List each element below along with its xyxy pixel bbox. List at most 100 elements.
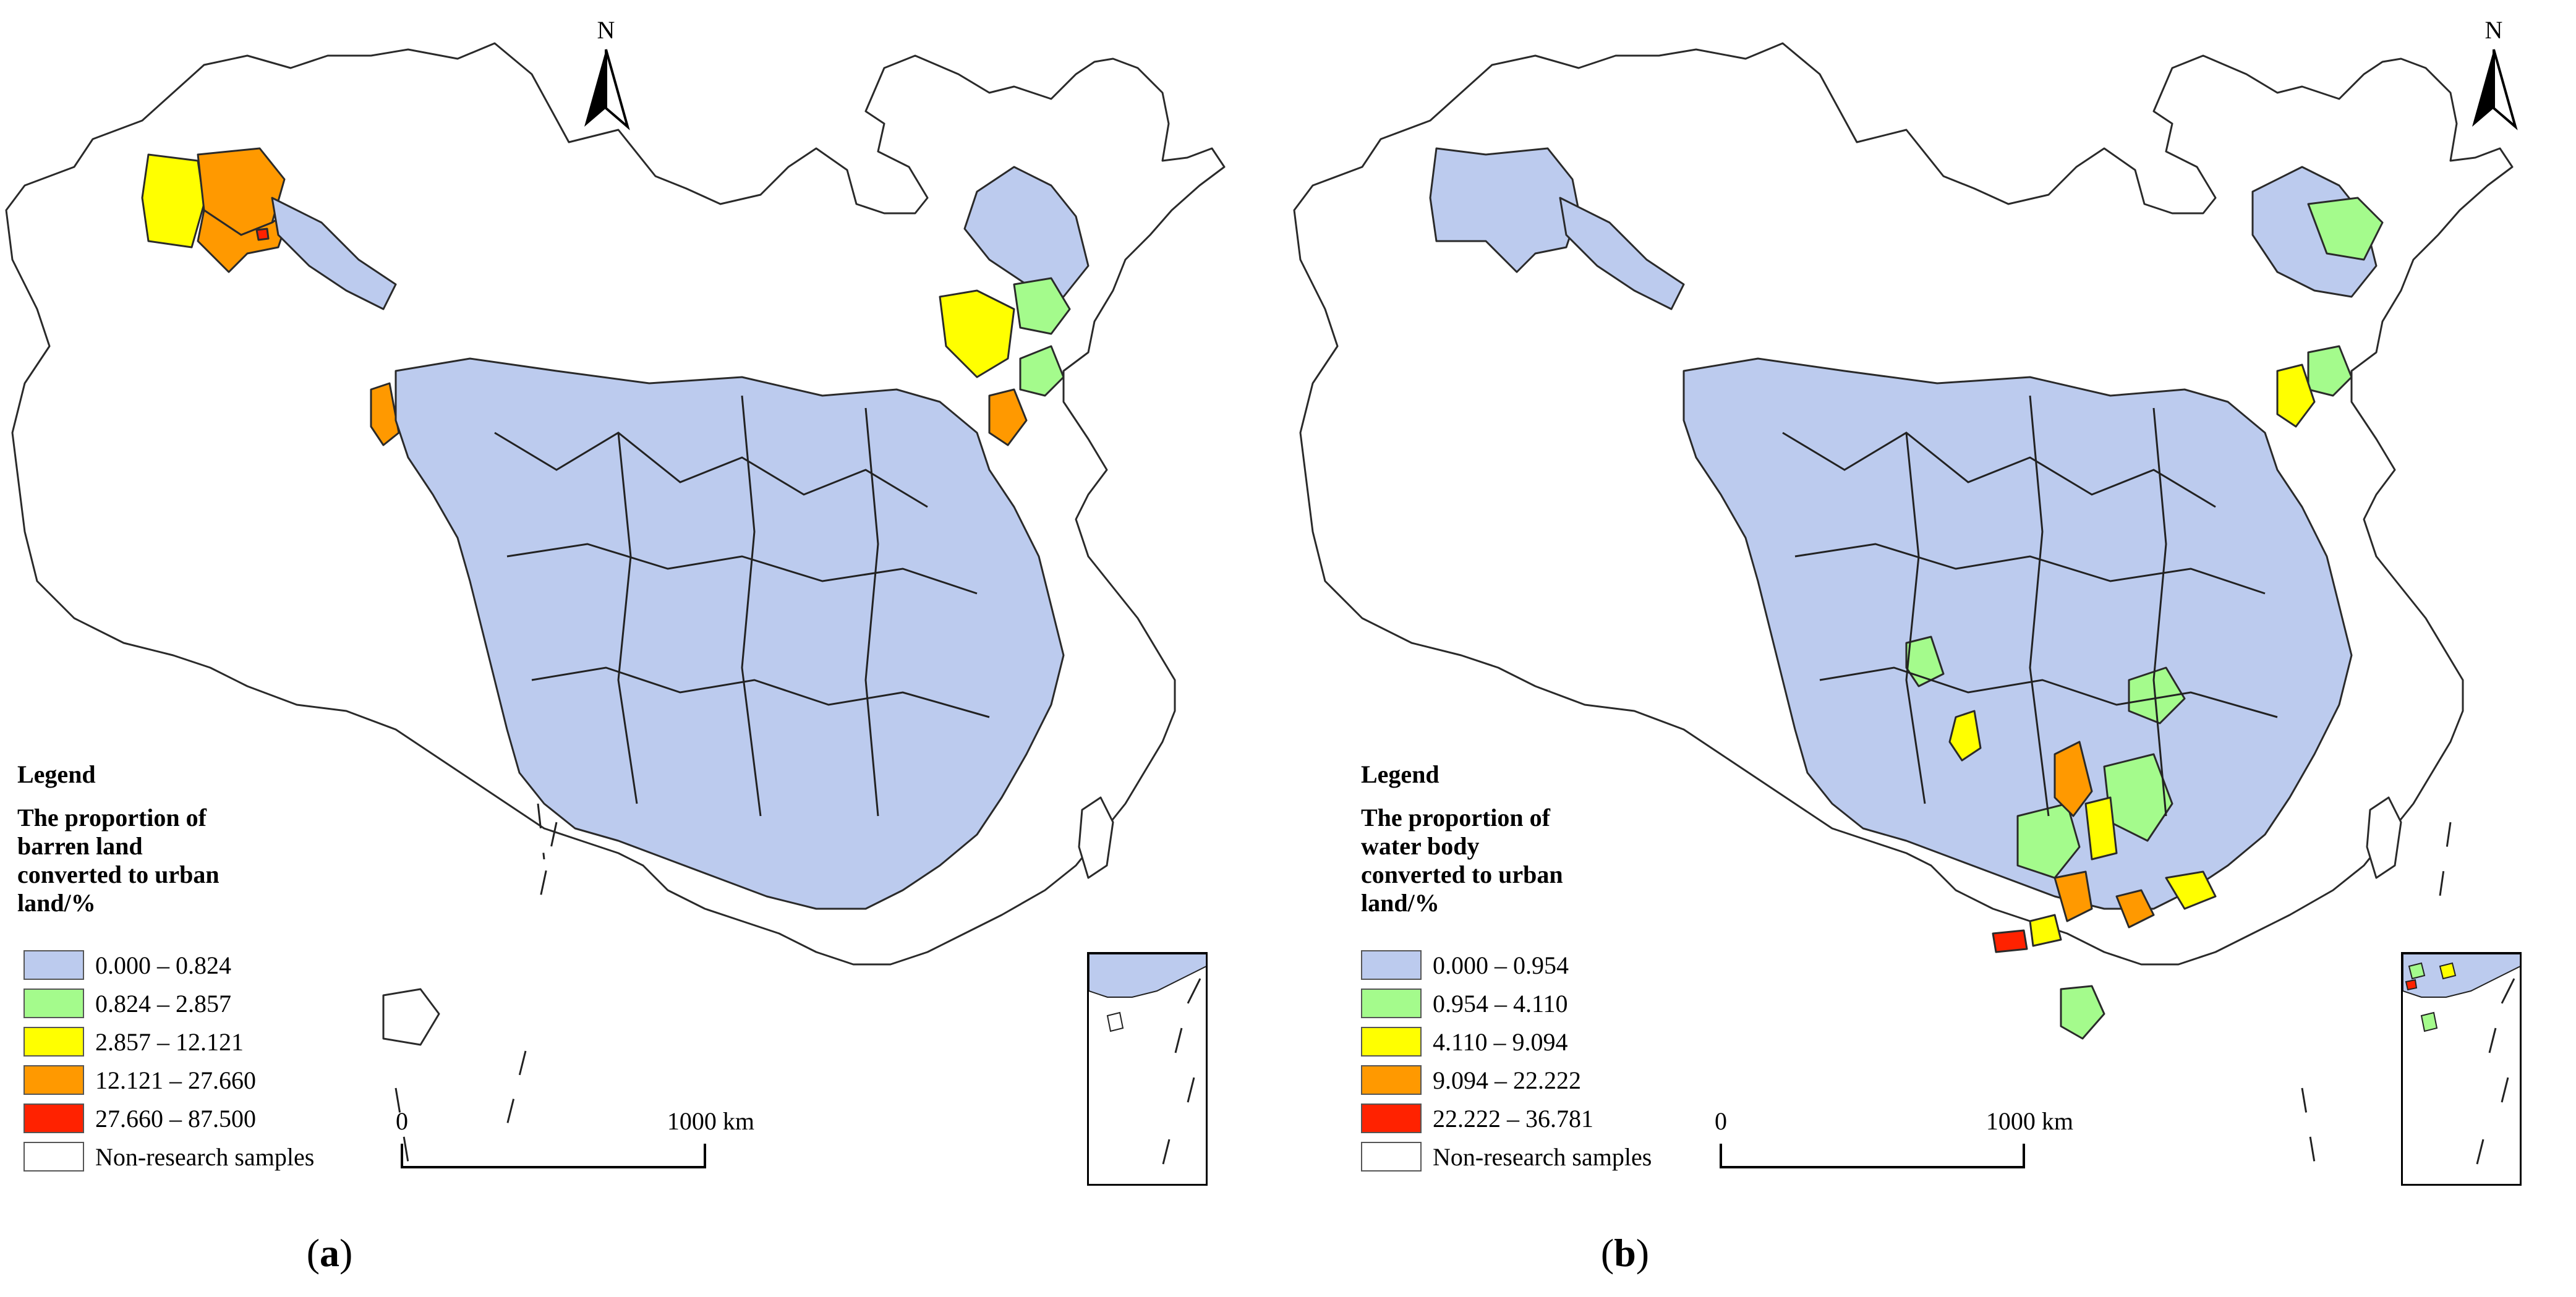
scale-zero: 0 — [1715, 1107, 1727, 1135]
legend-heading-line: land/% — [17, 889, 96, 917]
legend-item: 0.824 – 2.857 — [23, 984, 314, 1023]
region-yellow-ne — [939, 289, 1015, 378]
legend-label: Non-research samples — [1433, 1142, 1652, 1171]
legend-item: 22.222 – 36.781 — [1361, 1099, 1652, 1138]
legend-heading: The proportion of water body converted t… — [1361, 804, 1683, 917]
legend-label: 27.660 – 87.500 — [95, 1104, 256, 1133]
legend-label: Non-research samples — [95, 1142, 315, 1171]
region-blue-northeast — [963, 166, 1090, 298]
region-yellow-southwest — [1948, 710, 1982, 762]
region-yellow-coast — [2029, 914, 2062, 947]
caption-open-paren: ( — [1600, 1231, 1614, 1275]
region-red-guangxi-coast — [1992, 929, 2028, 953]
china-map-a — [5, 42, 1226, 1163]
legend-label: 0.000 – 0.824 — [95, 951, 231, 979]
legend-item: Non-research samples — [23, 1138, 314, 1176]
region-white-taiwan — [1078, 796, 1114, 879]
map-panel-a: N Legend The proportion of barren land c… — [5, 15, 1226, 1276]
caption-open-paren: ( — [306, 1231, 320, 1275]
caption-a: (a) — [268, 1230, 391, 1276]
legend-item: 4.110 – 9.094 — [1361, 1023, 1652, 1061]
legend-swatch — [1361, 989, 1422, 1018]
legend-swatch — [1361, 1104, 1422, 1133]
region-blue-main — [1683, 357, 2353, 910]
legend-heading-line: The proportion of — [1361, 804, 1550, 831]
internal-boundaries — [494, 395, 990, 817]
north-label: N — [597, 16, 615, 44]
region-orange-guangxi — [2054, 870, 2093, 922]
legend-heading-line: barren land — [17, 832, 143, 860]
region-orange-xinjiang-2 — [197, 209, 292, 273]
legend-swatch — [1361, 1065, 1422, 1095]
legend-title: Legend — [1361, 760, 1439, 788]
north-arrow-icon — [2472, 49, 2518, 130]
region-blue-xinjiang — [1429, 147, 1580, 273]
inset-map-svg — [1088, 953, 1207, 1165]
legend-item: 0.000 – 0.824 — [23, 946, 314, 984]
region-blue-west-corridor — [271, 197, 397, 310]
region-orange-guangdong — [2115, 889, 2155, 929]
legend-heading-line: water body — [1361, 832, 1480, 860]
legend-swatch — [23, 1104, 84, 1133]
caption-b: (b) — [1563, 1230, 1687, 1276]
legend-heading-line: land/% — [1361, 889, 1439, 917]
legend-item: 0.954 – 4.110 — [1361, 984, 1652, 1023]
region-blue-west-corridor — [1559, 197, 1685, 310]
region-green-ne-2 — [1019, 345, 1065, 397]
caption-letter: b — [1614, 1231, 1636, 1275]
region-yellow-liaoning — [2276, 364, 2316, 428]
caption-close-paren: ) — [339, 1231, 353, 1275]
region-green-ne-1 — [1013, 277, 1071, 335]
legend-heading: The proportion of barren land converted … — [17, 804, 339, 917]
legend-item: 0.000 – 0.954 — [1361, 946, 1652, 984]
legend-title: Legend — [17, 760, 96, 788]
scale-bar: 0 1000 km — [1715, 1107, 2073, 1181]
scale-bar-line — [1720, 1144, 2025, 1168]
region-green-central — [2128, 666, 2186, 725]
legend-item: 12.121 – 27.660 — [23, 1061, 314, 1099]
north-arrow-icon — [584, 49, 630, 130]
legend-item: 9.094 – 22.222 — [1361, 1061, 1652, 1099]
north-arrow: N — [2466, 15, 2522, 133]
scale-bar: 0 1000 km — [396, 1107, 754, 1181]
scale-zero: 0 — [396, 1107, 408, 1135]
region-blue-hainan — [382, 988, 440, 1046]
region-white-taiwan — [2366, 796, 2402, 879]
caption-close-paren: ) — [1636, 1231, 1650, 1275]
north-label: N — [2484, 16, 2503, 44]
region-orange-innermongolia — [370, 382, 400, 446]
internal-boundaries — [1782, 395, 2278, 817]
legend-label: 4.110 – 9.094 — [1433, 1027, 1568, 1056]
legend-item: 2.857 – 12.121 — [23, 1023, 314, 1061]
north-arrow: N — [578, 15, 634, 133]
china-map-b — [1293, 42, 2514, 1163]
legend-swatch — [23, 950, 84, 980]
legend-items: 0.000 – 0.954 0.954 – 4.110 4.110 – 9.09… — [1361, 946, 1652, 1176]
legend-swatch — [23, 1065, 84, 1095]
region-green-ne-1 — [2307, 197, 2384, 261]
scale-bar-line — [401, 1144, 706, 1168]
inset-map-svg — [2402, 953, 2521, 1165]
legend-label: 9.094 – 22.222 — [1433, 1066, 1581, 1094]
legend-heading-line: converted to urban — [1361, 861, 1563, 888]
legend-swatch — [1361, 1142, 1422, 1172]
scale-end: 1000 km — [667, 1107, 754, 1135]
region-yellow-guangxi — [2084, 796, 2118, 861]
map-panel-b: N Legend The proportion of water body co… — [1288, 0, 2576, 1297]
region-green-hainan — [2060, 985, 2105, 1040]
legend-label: 0.000 – 0.954 — [1433, 951, 1569, 979]
legend-swatch — [1361, 1027, 1422, 1057]
region-yellow-xinjiang — [141, 153, 205, 249]
legend-swatch — [23, 1142, 84, 1172]
legend-label: 0.824 – 2.857 — [95, 989, 231, 1018]
region-red-xinjiang — [255, 228, 270, 241]
legend-swatch — [1361, 950, 1422, 980]
legend-swatch — [23, 989, 84, 1018]
inset-map — [1087, 952, 1208, 1186]
legend-item: Non-research samples — [1361, 1138, 1652, 1176]
legend-swatch — [23, 1027, 84, 1057]
region-yellow-guangdong — [2165, 870, 2217, 910]
legend-label: 12.121 – 27.660 — [95, 1066, 256, 1094]
caption-letter: a — [320, 1231, 339, 1275]
legend-label: 2.857 – 12.121 — [95, 1027, 244, 1056]
